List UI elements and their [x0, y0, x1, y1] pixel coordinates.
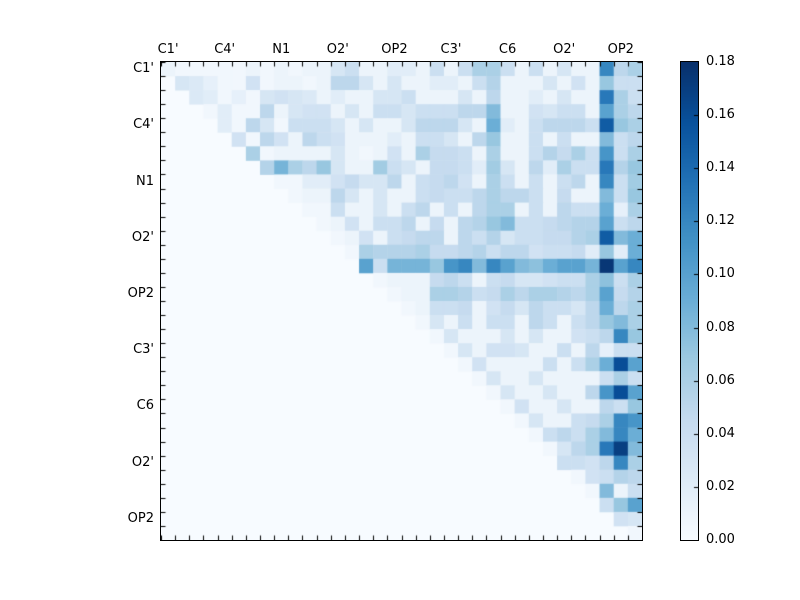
colorbar-tick-label: 0.08 [706, 319, 735, 335]
colorbar-tick-label: 0.00 [706, 532, 735, 547]
y-tick-label: C4' [133, 117, 154, 133]
x-tick-label: OP2 [381, 42, 408, 57]
x-tick-label: N1 [272, 42, 291, 57]
y-tick-label: O2' [131, 454, 154, 470]
y-tick-label: OP2 [127, 285, 154, 301]
y-tick-label: C3' [133, 342, 154, 358]
colorbar-canvas [681, 62, 698, 540]
y-tick-label: C6 [136, 398, 154, 414]
colorbar-tick-label: 0.02 [706, 478, 735, 494]
y-tick-label: C1' [133, 61, 154, 77]
colorbar-tick-label: 0.06 [706, 372, 735, 388]
x-tick-label: O2' [326, 42, 349, 57]
x-tick-label: OP2 [607, 42, 634, 57]
colorbar-tick-label: 0.16 [706, 107, 735, 123]
x-tick-label: C6 [498, 42, 517, 57]
x-tick-label: C1' [157, 42, 179, 57]
colorbar-tick-label: 0.04 [706, 425, 735, 441]
y-tick-label: O2' [131, 229, 154, 245]
x-tick-label: C3' [440, 42, 462, 57]
colorbar-tick-label: 0.14 [706, 160, 735, 176]
colorbar [680, 61, 699, 541]
y-tick-label: N1 [136, 173, 154, 189]
y-tick-label: OP2 [127, 510, 154, 526]
plot-area [160, 61, 643, 541]
colorbar-tick-label: 0.10 [706, 266, 735, 282]
x-tick-label: C4' [214, 42, 236, 57]
colorbar-tick-label: 0.12 [706, 213, 735, 229]
x-tick-label: O2' [553, 42, 576, 57]
heatmap-canvas [161, 62, 642, 540]
colorbar-tick-label: 0.18 [706, 54, 735, 69]
